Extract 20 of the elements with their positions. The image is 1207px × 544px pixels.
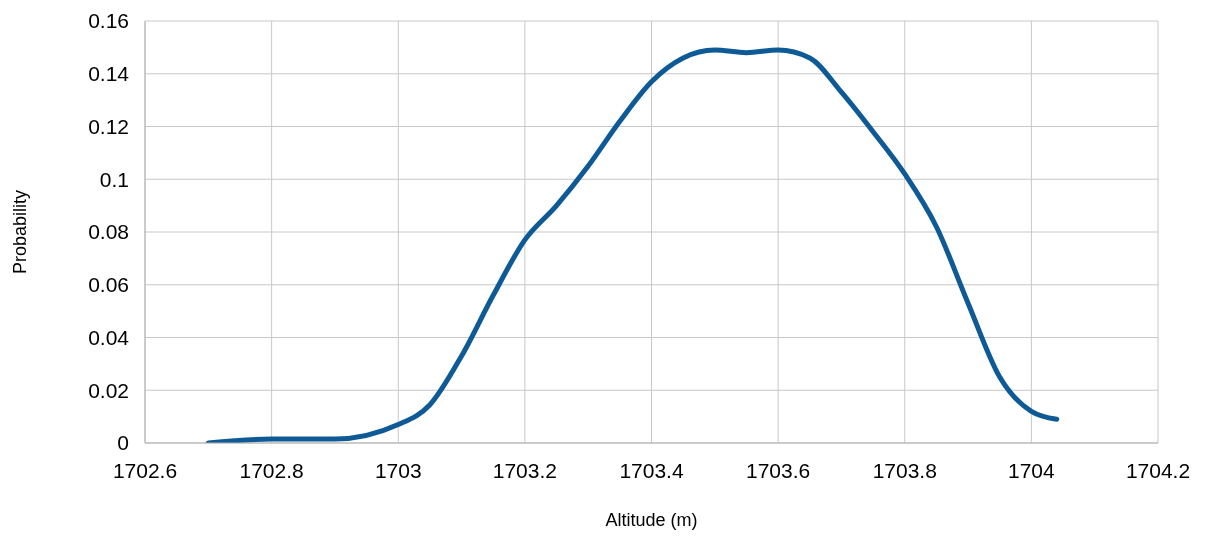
x-tick-label: 1702.8 (239, 458, 304, 482)
x-tick-label: 1703.4 (619, 458, 684, 482)
y-tick-label: 0.06 (88, 273, 129, 297)
y-tick-label: 0.14 (88, 62, 130, 86)
x-tick-label: 1703.2 (492, 458, 557, 482)
y-tick-label: 0.12 (88, 114, 129, 138)
x-tick-label: 1703.6 (746, 458, 811, 482)
y-tick-label: 0 (117, 431, 129, 455)
y-tick-label: 0.02 (88, 378, 129, 402)
y-tick-label: 0.16 (88, 9, 129, 33)
x-tick-label: 1704.2 (1125, 458, 1191, 482)
y-tick-label: 0.08 (88, 220, 129, 244)
x-tick-label: 1703.8 (872, 458, 937, 482)
x-tick-label: 1704 (1008, 458, 1056, 482)
x-axis-title: Altitude (m) (605, 510, 698, 530)
y-tick-label: 0.1 (99, 167, 129, 191)
x-tick-label: 1702.6 (112, 458, 178, 482)
y-tick-label: 0.04 (88, 325, 130, 349)
x-tick-label: 1703 (374, 458, 422, 482)
y-axis-title: Probability (10, 189, 31, 275)
